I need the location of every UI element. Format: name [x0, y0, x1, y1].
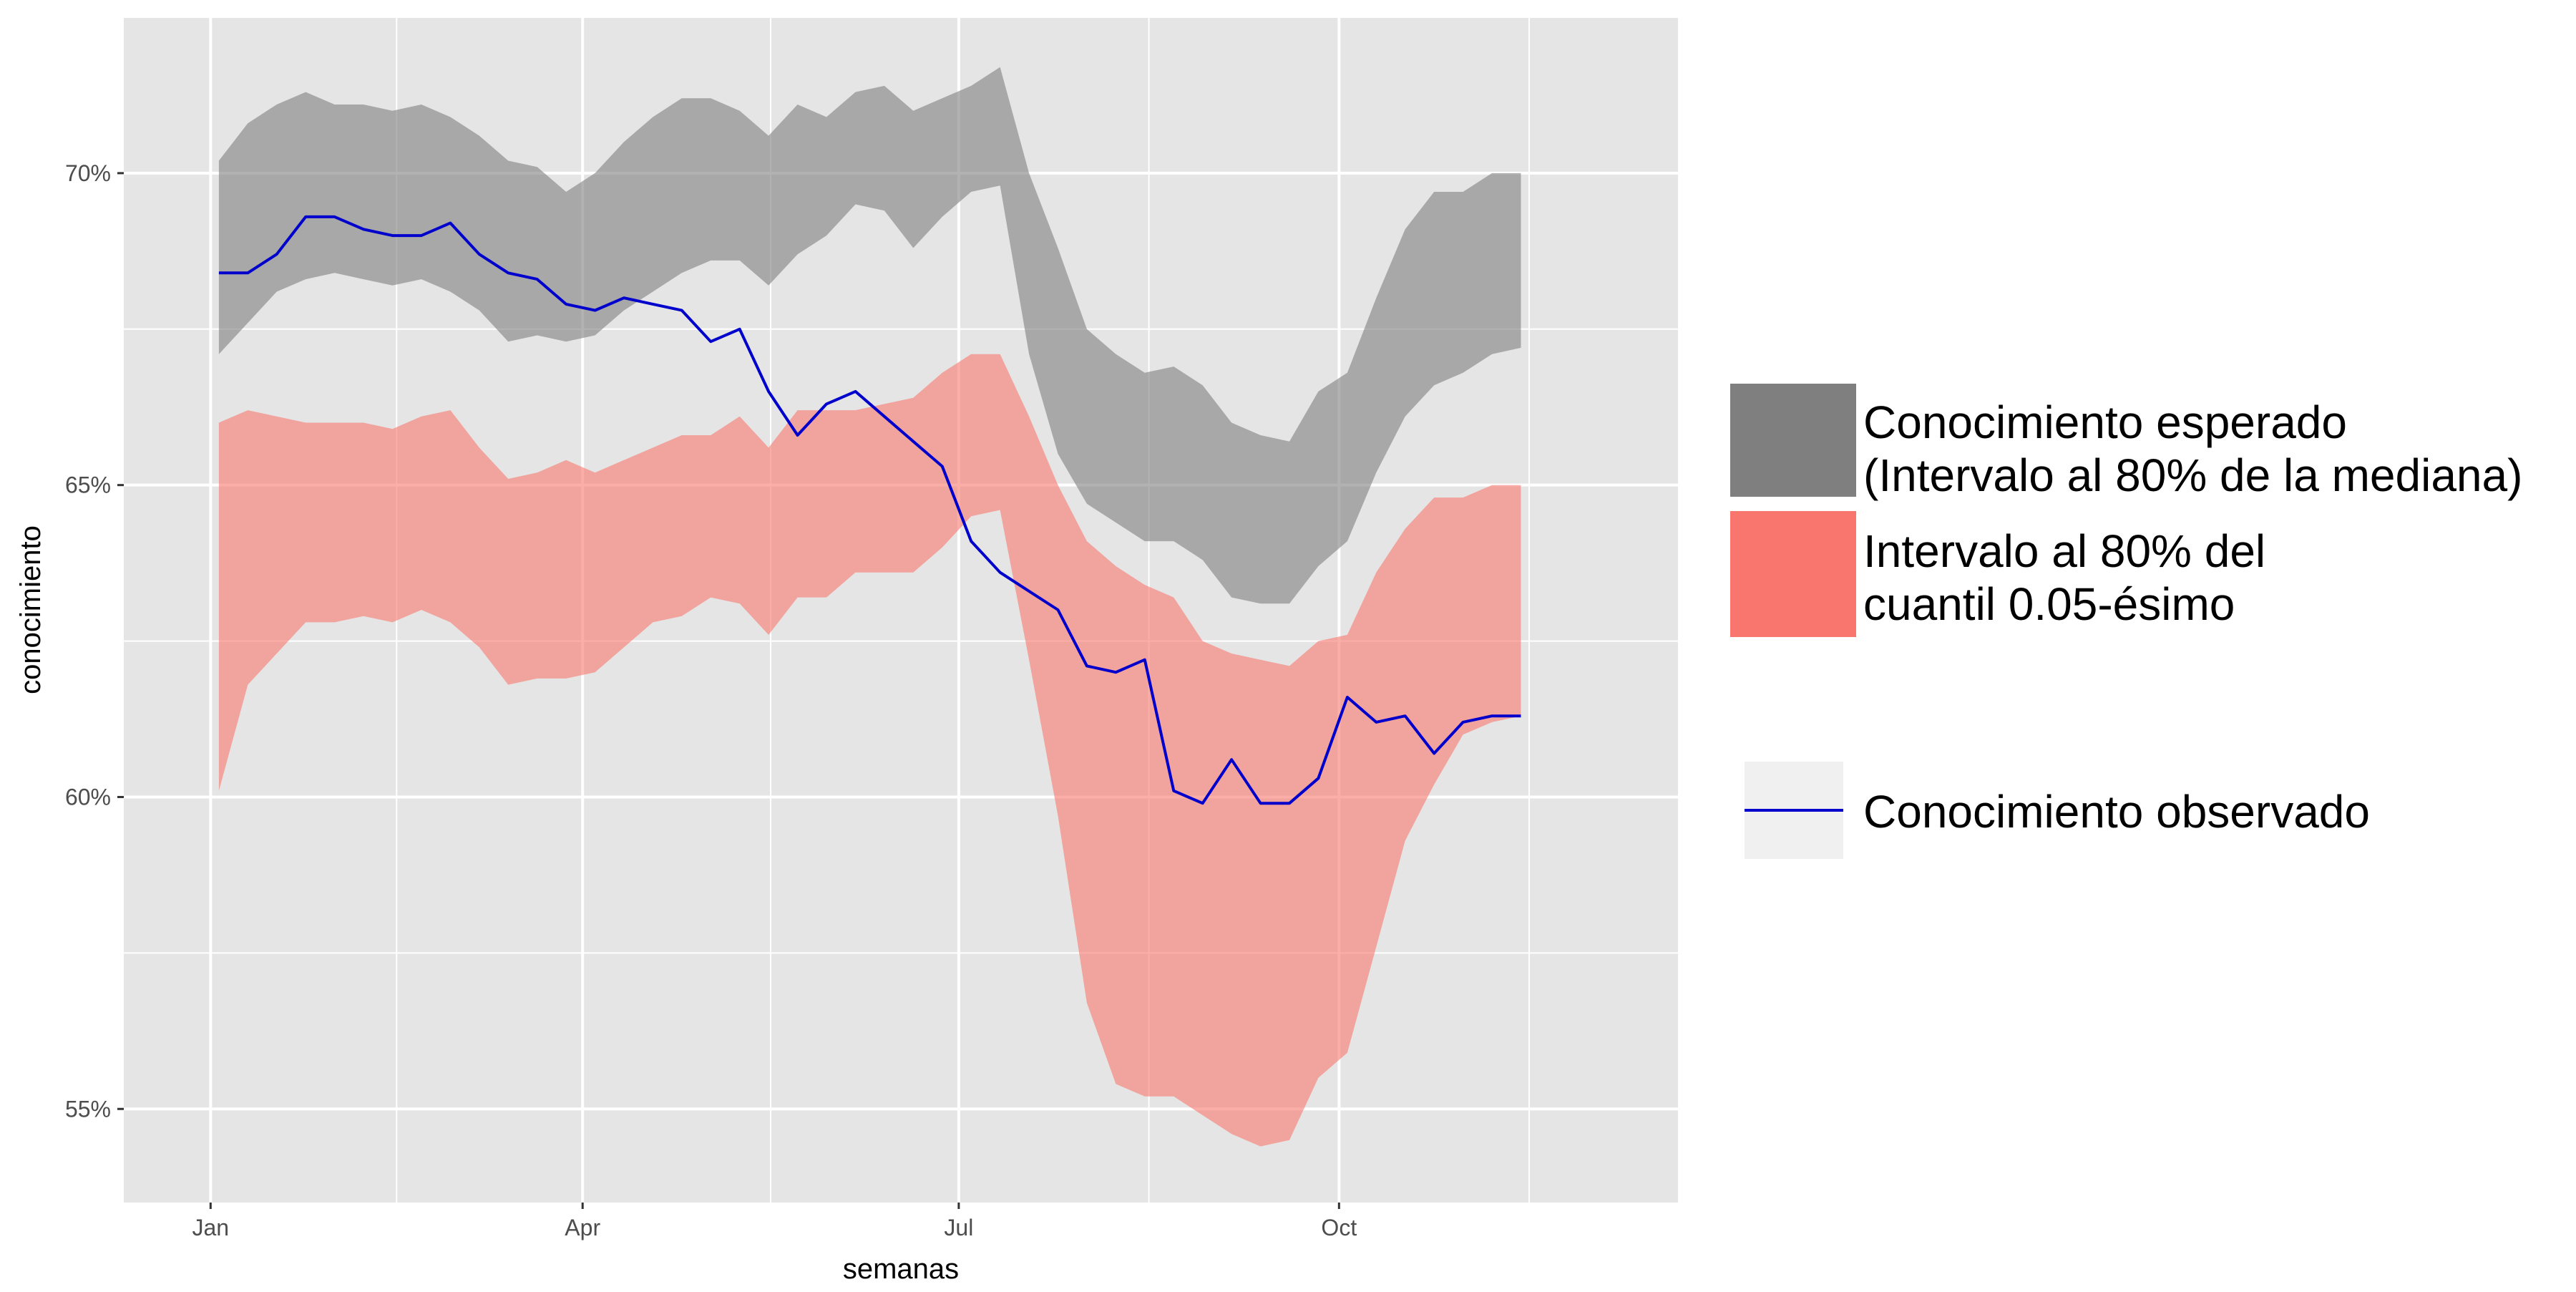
legend-item-observed: Conocimiento observado [1745, 762, 2370, 859]
band-expected [218, 67, 1521, 604]
y-tick-label: 55% [65, 1096, 111, 1122]
x-tick-label: Jan [192, 1215, 230, 1240]
x-tick-label: Jul [944, 1215, 973, 1240]
band-layer [218, 67, 1521, 1147]
legend-label-expected-line2: (Intervalo al 80% de la mediana) [1863, 450, 2522, 501]
y-tick-label: 60% [65, 784, 111, 810]
legend: Conocimiento esperado (Intervalo al 80% … [1730, 384, 2522, 859]
legend-label-quantile-line1: Intervalo al 80% del [1863, 525, 2265, 577]
y-tick-label: 65% [65, 472, 111, 498]
x-tick-label: Apr [565, 1215, 600, 1240]
x-axis-title: semanas [843, 1253, 959, 1285]
legend-item-expected: Conocimiento esperado (Intervalo al 80% … [1730, 384, 2522, 501]
legend-key-quantile [1730, 511, 1856, 637]
y-tick-label: 70% [65, 160, 111, 186]
legend-label-quantile-line2: cuantil 0.05-ésimo [1863, 578, 2235, 630]
line-layer [218, 215, 1521, 805]
line-observed [218, 215, 1521, 805]
legend-label-observed: Conocimiento observado [1863, 786, 2370, 837]
axis-layer: 55% 60% 65% 70% Jan Apr Jul Oct [65, 160, 1357, 1240]
y-axis-title: conocimiento [15, 525, 47, 694]
band-quantile [218, 354, 1521, 1147]
legend-key-expected [1730, 384, 1856, 497]
legend-label-expected-line1: Conocimiento esperado [1863, 397, 2347, 448]
x-tick-label: Oct [1321, 1215, 1357, 1240]
legend-item-quantile: Intervalo al 80% del cuantil 0.05-ésimo [1730, 511, 2265, 637]
